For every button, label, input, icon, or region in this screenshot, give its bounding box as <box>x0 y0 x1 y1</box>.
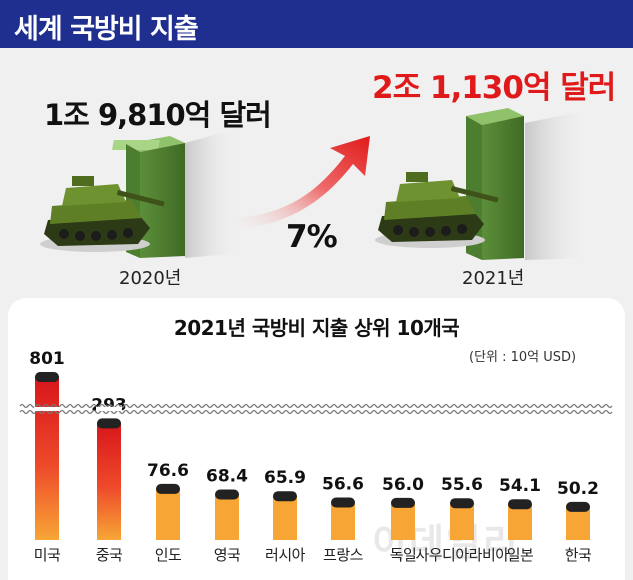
axis-break-gap <box>96 407 122 411</box>
infographic-illustration <box>40 108 590 260</box>
bar-cap <box>508 499 532 510</box>
bar-cap <box>97 418 121 429</box>
category-label: 중국 <box>96 546 123 564</box>
category-label: 미국 <box>34 546 61 564</box>
unit-label: (단위 : 10억 USD) <box>469 350 577 365</box>
chart-bar <box>508 503 532 540</box>
chart-bar <box>35 376 59 540</box>
bar-value-label: 801 <box>29 349 65 369</box>
bar-cap <box>35 372 59 382</box>
bar-cap <box>273 491 297 502</box>
category-label: 영국 <box>214 546 241 564</box>
up-arrow-icon <box>230 136 370 230</box>
axis-break-line <box>19 403 613 409</box>
growth-rate: 7% <box>286 219 338 255</box>
amount-2020: 1조 9,810억 달러 <box>44 98 272 132</box>
bar-value-label: 68.4 <box>206 466 248 486</box>
chart-bar <box>215 493 239 540</box>
bar-cap <box>331 497 355 508</box>
category-label: 한국 <box>565 546 592 564</box>
chart-bar <box>97 422 121 540</box>
bar-cap <box>450 498 474 509</box>
axis-break-gap <box>34 407 60 411</box>
category-label: 사우디아라비아 <box>415 546 509 564</box>
bar-cap <box>391 497 415 508</box>
bar-value-label: 55.6 <box>441 475 483 495</box>
year-label-2021: 2021년 <box>462 268 525 289</box>
bar-cap <box>215 489 239 500</box>
tank-icon <box>40 176 165 252</box>
chart-bar <box>391 501 415 540</box>
category-label: 독일 <box>390 546 417 564</box>
bar-value-label: 56.6 <box>322 475 364 495</box>
chart-bar <box>450 502 474 540</box>
chart-bar <box>331 501 355 540</box>
chart-title: 2021년 국방비 지출 상위 10개국 <box>173 316 460 340</box>
page-title: 세계 국방비 지출 <box>14 14 199 45</box>
amount-2021: 2조 1,130억 달러 <box>372 70 616 106</box>
bar-cap <box>156 483 180 494</box>
tank-icon <box>375 172 499 248</box>
chart-bar <box>156 487 180 540</box>
bar-value-label: 76.6 <box>147 461 189 481</box>
chart-bar <box>273 495 297 540</box>
bar-value-label: 50.2 <box>557 479 599 499</box>
category-label: 인도 <box>155 546 182 564</box>
year-label-2020: 2020년 <box>119 268 182 289</box>
category-label: 프랑스 <box>323 546 364 564</box>
header-banner: 세계 국방비 지출 <box>0 0 633 48</box>
bar-cap <box>566 501 590 512</box>
bar-value-label: 65.9 <box>264 468 306 488</box>
bar-value-label: 56.0 <box>382 475 424 495</box>
category-label: 러시아 <box>265 546 306 564</box>
money-stack-icon <box>112 128 240 258</box>
category-label: 일본 <box>507 546 534 564</box>
bar-value-label: 54.1 <box>499 476 541 496</box>
